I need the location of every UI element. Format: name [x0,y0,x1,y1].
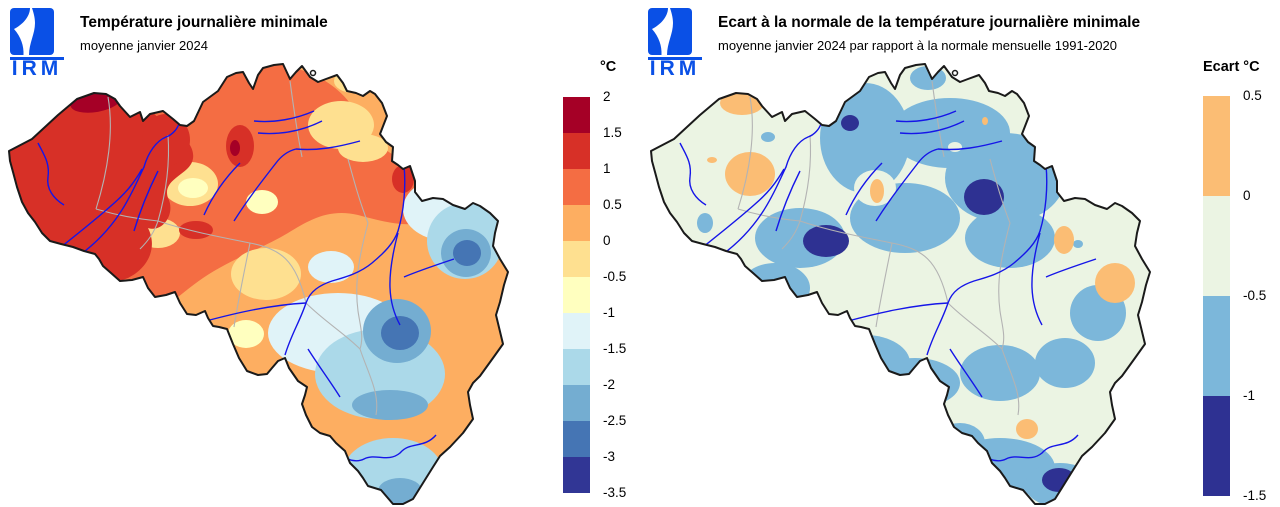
irm-logo: IRM [648,8,704,80]
map-temperature [8,63,509,505]
rivers [37,110,455,462]
irm-logo-icon [10,8,54,55]
colorbar-tick-label: -2.5 [603,413,627,428]
panel-temperature: IRM Température journalière minimale moy… [8,8,626,505]
colorbar-swatches [563,97,590,493]
page-title: Température journalière minimale [80,14,328,31]
colorbar-tick-label: 2 [603,89,611,104]
colorbar-tick-label: -3 [603,449,616,464]
colorbar-segment [563,241,590,277]
colorbar-segment [563,421,590,457]
colorbar-temperature: 2 1.5 1 0.5 0 -0.5 -1 -1.5 -2 -2.5 -3 -3.5 [563,89,653,500]
country-outline [650,63,1151,505]
colorbar-tick-label: -1.5 [603,341,627,356]
colorbar-segment [563,457,590,493]
province-borders [737,80,1020,416]
page-subtitle: moyenne janvier 2024 [80,38,208,53]
map-anomaly [650,63,1151,505]
colorbar-segment [563,385,590,421]
colorbar-segment [1203,296,1230,396]
colorbar-segment [563,313,590,349]
temperature-contours [9,64,508,504]
colorbar-unit-label: Ecart °C [1203,59,1260,75]
colorbar-tick-label: -0.5 [1243,288,1267,303]
colorbar-tick-label: 0 [1243,188,1251,203]
page-subtitle: moyenne janvier 2024 par rapport à la no… [718,38,1117,53]
colorbar-segment [563,97,590,133]
colorbar-tick-label: -1 [1243,388,1256,403]
colorbar-tick-label: 1 [603,161,611,176]
colorbar-anomaly: 0.5 0 -0.5 -1 -1.5 [1203,88,1280,503]
colorbar-tick-label: 1.5 [603,125,622,140]
irm-logo-text: IRM [648,57,702,80]
country-outline [8,63,509,505]
colorbar-tick-label: -3.5 [603,485,627,500]
colorbar-tick-label: -2 [603,377,616,392]
colorbar-segment [1203,196,1230,296]
page-title: Ecart à la normale de la température jou… [718,14,1141,31]
colorbar-segment [563,349,590,385]
colorbar-segment [563,169,590,205]
irm-logo-icon [648,8,692,55]
colorbar-tick-label: -0.5 [603,269,627,284]
colorbar-segment [563,205,590,241]
irm-logo: IRM [10,8,66,80]
colorbar-segment [563,133,590,169]
province-borders [95,80,378,416]
baarle-enclave [309,69,317,77]
colorbar-segment [1203,396,1230,496]
colorbar-tick-label: 0.5 [603,197,622,212]
colorbar-unit-label: °C [600,59,617,75]
rivers [679,110,1097,462]
baarle-enclave [951,69,959,77]
colorbar-swatches [1203,96,1230,496]
colorbar-segment [563,277,590,313]
irm-logo-text: IRM [10,57,64,80]
colorbar-tick-label: 0 [603,233,611,248]
colorbar-tick-label: 0.5 [1243,88,1262,103]
colorbar-segment [1203,96,1230,196]
colorbar-tick-label: -1.5 [1243,488,1267,503]
anomaly-contours [651,64,1150,504]
panel-anomaly: IRM Ecart à la normale de la température… [640,0,1280,507]
colorbar-tick-label: -1 [603,305,616,320]
